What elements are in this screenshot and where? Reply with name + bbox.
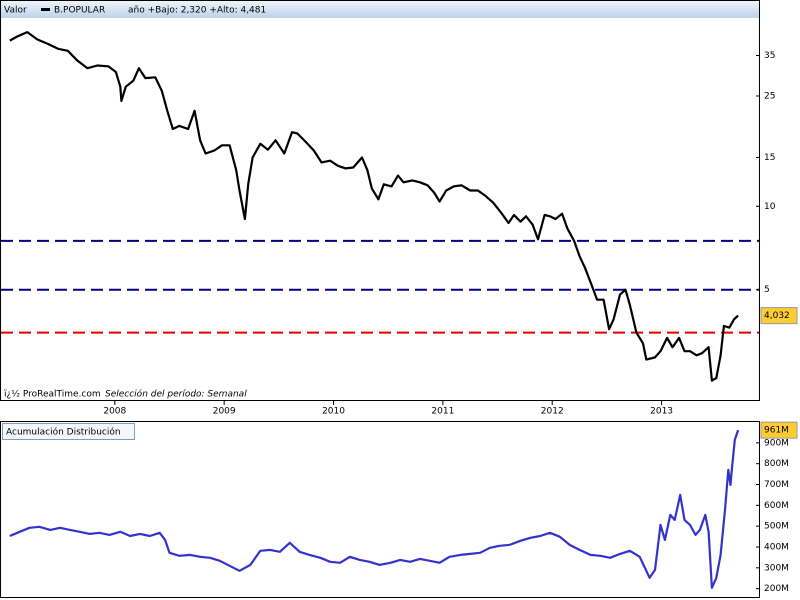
- series-line: [9, 31, 739, 382]
- y-tick-label: 10: [764, 202, 776, 212]
- x-tick-label: 2008: [103, 407, 126, 417]
- x-tick-label: 2013: [650, 407, 673, 417]
- period-note: Selección del período: Semanal: [105, 389, 247, 400]
- source-note: ï¿½ ProRealTime.com: [3, 390, 101, 400]
- y-tick-label: 900M: [764, 438, 789, 448]
- header-label: Valor: [4, 6, 27, 16]
- y-tick-label: 800M: [764, 459, 789, 469]
- legend-label: B.POPULAR: [54, 6, 105, 16]
- indicator-title-box: [2, 423, 135, 440]
- current-value-label: 4,032: [764, 311, 790, 321]
- series-line: [9, 429, 740, 589]
- y-tick-label: 300M: [764, 563, 789, 573]
- x-tick-label: 2010: [322, 407, 345, 417]
- y-tick-label: 15: [764, 153, 775, 163]
- y-tick-label: 35: [764, 51, 775, 61]
- y-tick-label: 200M: [764, 584, 789, 594]
- indicator-panel: [0, 421, 760, 598]
- current-value-box: [760, 307, 798, 325]
- x-tick-label: 2011: [431, 407, 454, 417]
- y-tick-label: 500M: [764, 522, 789, 532]
- panel-header: [1, 1, 759, 18]
- y-tick-label: 5: [764, 285, 770, 295]
- x-tick-label: 2009: [213, 407, 236, 417]
- price-panel: [0, 0, 760, 401]
- y-tick-label: 25: [764, 91, 775, 101]
- y-tick-label: 600M: [764, 501, 789, 511]
- legend-swatch: [41, 8, 50, 11]
- y-tick-label: 400M: [764, 543, 789, 553]
- indicator-title: Acumulación Distribución: [6, 427, 121, 438]
- header-info: año +Bajo: 2,320 +Alto: 4,481: [128, 6, 266, 16]
- x-tick-label: 2012: [541, 407, 564, 417]
- y-tick-label: 700M: [764, 480, 789, 490]
- current-value-box: [760, 421, 798, 439]
- current-value-label: 961M: [764, 426, 789, 436]
